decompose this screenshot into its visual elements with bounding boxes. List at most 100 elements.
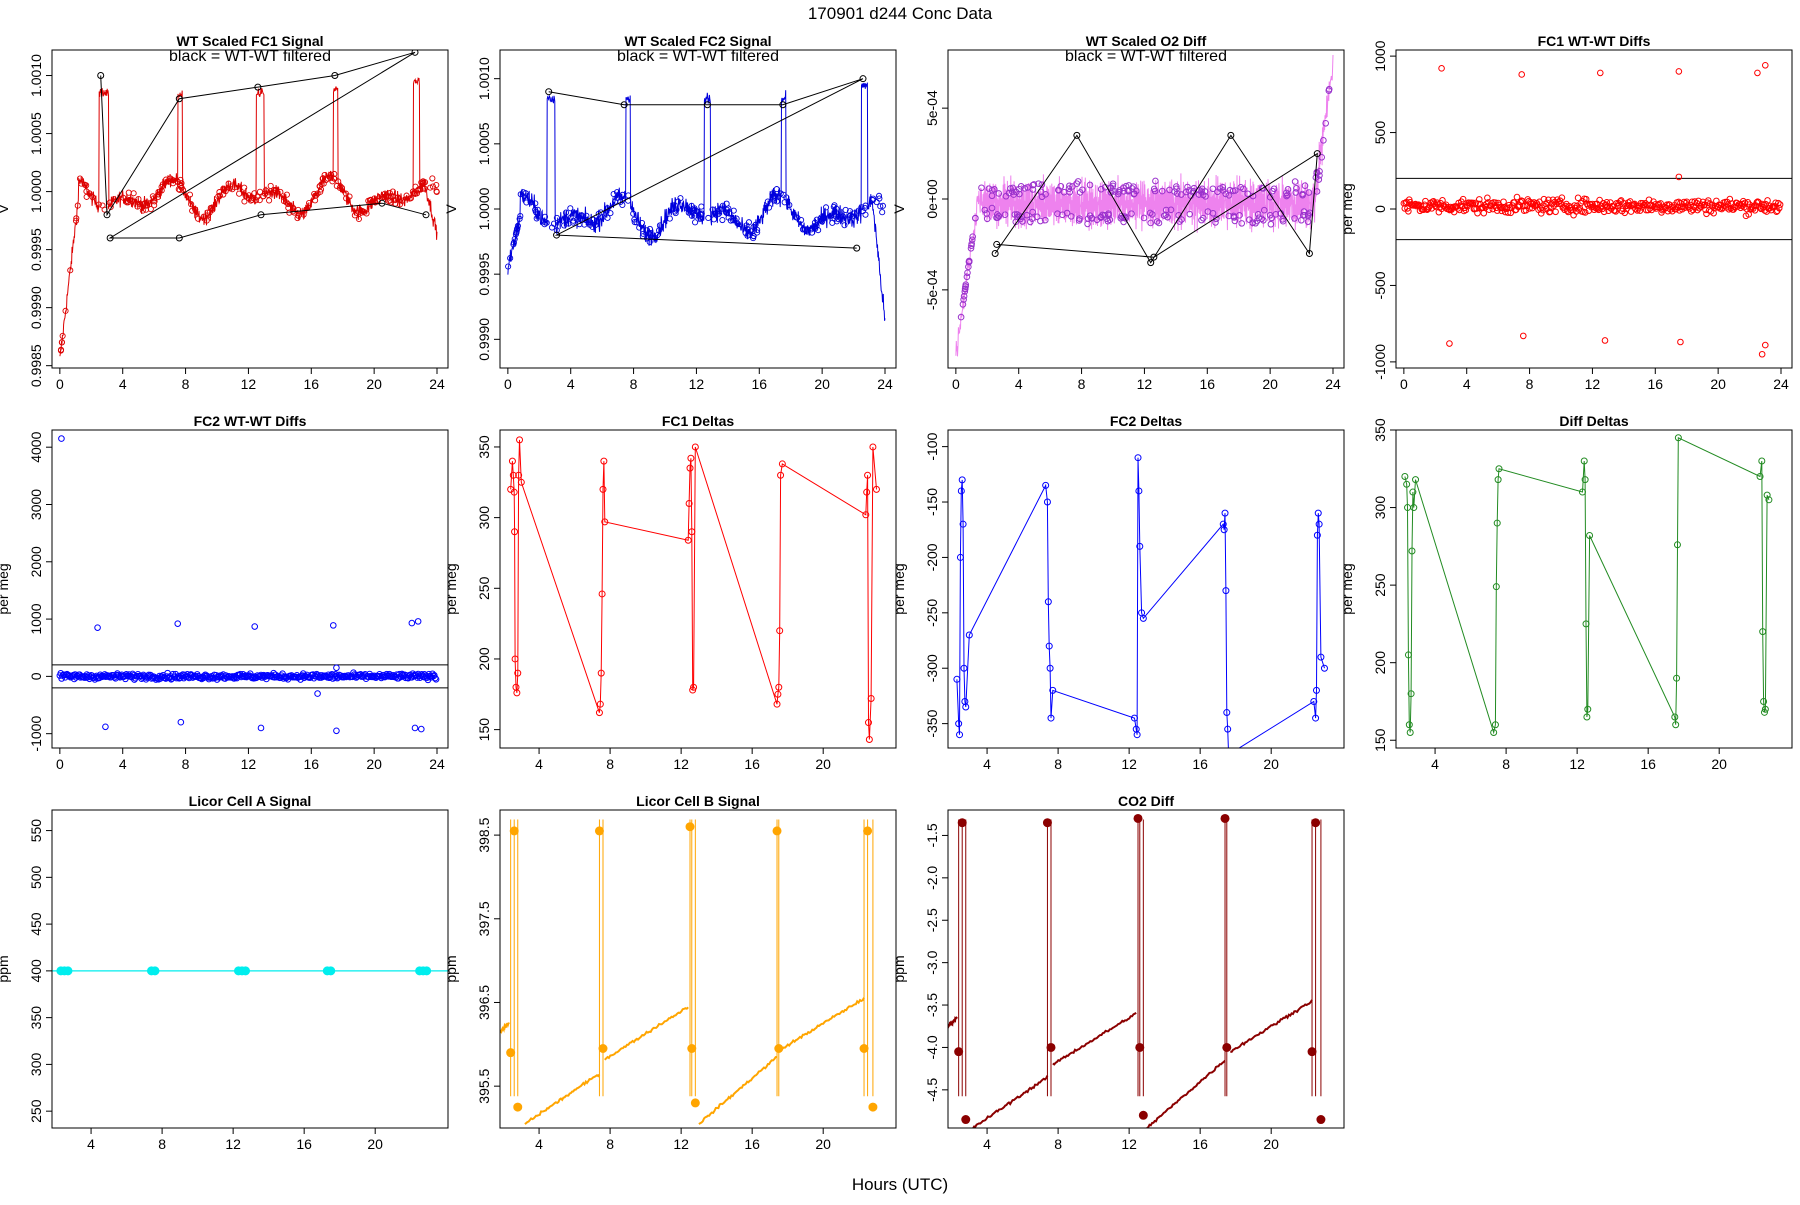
plot-area bbox=[52, 435, 448, 735]
panel-title: WT Scaled FC2 Signal bbox=[624, 33, 771, 49]
outlier-point bbox=[1761, 341, 1769, 349]
diff-point bbox=[1636, 207, 1644, 214]
series-point bbox=[1493, 519, 1501, 527]
series-point bbox=[422, 211, 430, 219]
diff-point bbox=[1522, 206, 1530, 214]
signal-point bbox=[1037, 217, 1044, 225]
series-point bbox=[597, 669, 605, 677]
outlier-point bbox=[411, 724, 419, 732]
panel-title: WT Scaled O2 Diff bbox=[1086, 33, 1207, 49]
signal-point bbox=[83, 193, 90, 200]
signal-point bbox=[81, 181, 88, 188]
series-point bbox=[1133, 731, 1141, 739]
plot-area bbox=[1396, 61, 1792, 358]
signal-point bbox=[151, 202, 158, 209]
signal-point bbox=[306, 199, 313, 207]
signal-point bbox=[766, 204, 773, 211]
signal-point bbox=[358, 209, 365, 216]
signal-point bbox=[571, 210, 578, 217]
series-point bbox=[864, 471, 872, 479]
signal-point bbox=[1065, 185, 1073, 193]
signal-point bbox=[203, 217, 210, 224]
signal-point bbox=[965, 258, 973, 266]
y-axis-label: ppm bbox=[443, 955, 459, 982]
signal-point bbox=[1305, 189, 1313, 196]
cal-point bbox=[1135, 1042, 1145, 1052]
series-point bbox=[1584, 705, 1592, 713]
x-tick-label: 16 bbox=[751, 376, 767, 392]
signal-point bbox=[285, 200, 292, 208]
diff-point bbox=[1553, 200, 1560, 208]
series-point bbox=[957, 487, 965, 495]
outlier-point bbox=[329, 622, 337, 629]
signal-point bbox=[272, 187, 279, 194]
plot-area bbox=[507, 436, 880, 744]
series-point bbox=[1147, 259, 1155, 267]
diff-point bbox=[1755, 198, 1762, 206]
signal-point bbox=[671, 208, 679, 215]
x-tick-label: 20 bbox=[814, 376, 830, 392]
cal-point bbox=[422, 966, 432, 976]
y-tick-label: 1.0005 bbox=[476, 122, 492, 165]
series-point bbox=[1312, 686, 1320, 694]
signal-point bbox=[978, 184, 985, 192]
series-point bbox=[1223, 709, 1231, 717]
signal-point bbox=[256, 188, 264, 195]
signal-point bbox=[372, 199, 379, 206]
x-tick-label: 20 bbox=[1711, 756, 1727, 772]
diff-point bbox=[1688, 198, 1696, 206]
signal-point bbox=[175, 186, 182, 193]
signal-point bbox=[877, 203, 884, 210]
signal-point bbox=[769, 193, 776, 200]
signal-point bbox=[204, 209, 211, 216]
series-point bbox=[175, 95, 183, 103]
signal-point bbox=[692, 219, 699, 226]
diff-point bbox=[1462, 206, 1470, 214]
signal-point bbox=[773, 186, 780, 193]
outlier-point bbox=[1675, 68, 1683, 75]
signal-point bbox=[1042, 191, 1049, 198]
x-tick-label: 12 bbox=[673, 1136, 689, 1152]
signal-line bbox=[59, 76, 438, 357]
series-point bbox=[1044, 598, 1052, 606]
outlier-point bbox=[1446, 340, 1453, 347]
y-tick-label: 1.0000 bbox=[476, 187, 492, 230]
signal-point bbox=[764, 198, 771, 205]
series-point bbox=[962, 703, 970, 711]
diff-point bbox=[1764, 197, 1771, 204]
diff-point bbox=[1485, 206, 1493, 213]
signal-point bbox=[189, 207, 196, 214]
signal-point bbox=[577, 215, 584, 222]
signal-point bbox=[158, 187, 165, 194]
diff-point bbox=[1475, 196, 1483, 203]
series-point bbox=[1227, 131, 1235, 139]
signal-point bbox=[1283, 189, 1290, 197]
signal-point bbox=[139, 207, 146, 214]
plot-area bbox=[955, 54, 1334, 357]
signal-point bbox=[207, 204, 214, 212]
y-tick-label: 0.9990 bbox=[476, 318, 492, 361]
signal-point bbox=[200, 213, 207, 220]
signal-point bbox=[705, 214, 712, 222]
cal-point bbox=[1220, 813, 1230, 823]
y-tick-label: 500 bbox=[1372, 121, 1388, 145]
signal-point bbox=[1076, 215, 1083, 222]
signal-point bbox=[285, 204, 292, 211]
signal-point bbox=[421, 185, 428, 192]
signal-point bbox=[589, 223, 596, 230]
signal-point bbox=[1158, 187, 1166, 195]
series-point bbox=[862, 511, 870, 519]
x-tick-label: 16 bbox=[1192, 756, 1208, 772]
signal-point bbox=[1153, 218, 1161, 225]
signal-point bbox=[604, 214, 611, 221]
series-point bbox=[1494, 476, 1502, 484]
series-point bbox=[1226, 752, 1232, 758]
outlier-point bbox=[1601, 337, 1609, 344]
series-point bbox=[1761, 705, 1769, 713]
signal-point bbox=[99, 202, 106, 209]
diff-point bbox=[1459, 195, 1467, 203]
signal-point bbox=[578, 212, 585, 219]
outlier-point bbox=[1677, 338, 1684, 346]
panel-annotation: black = WT-WT filtered bbox=[169, 48, 331, 65]
y-tick-label: 300 bbox=[1372, 496, 1388, 520]
